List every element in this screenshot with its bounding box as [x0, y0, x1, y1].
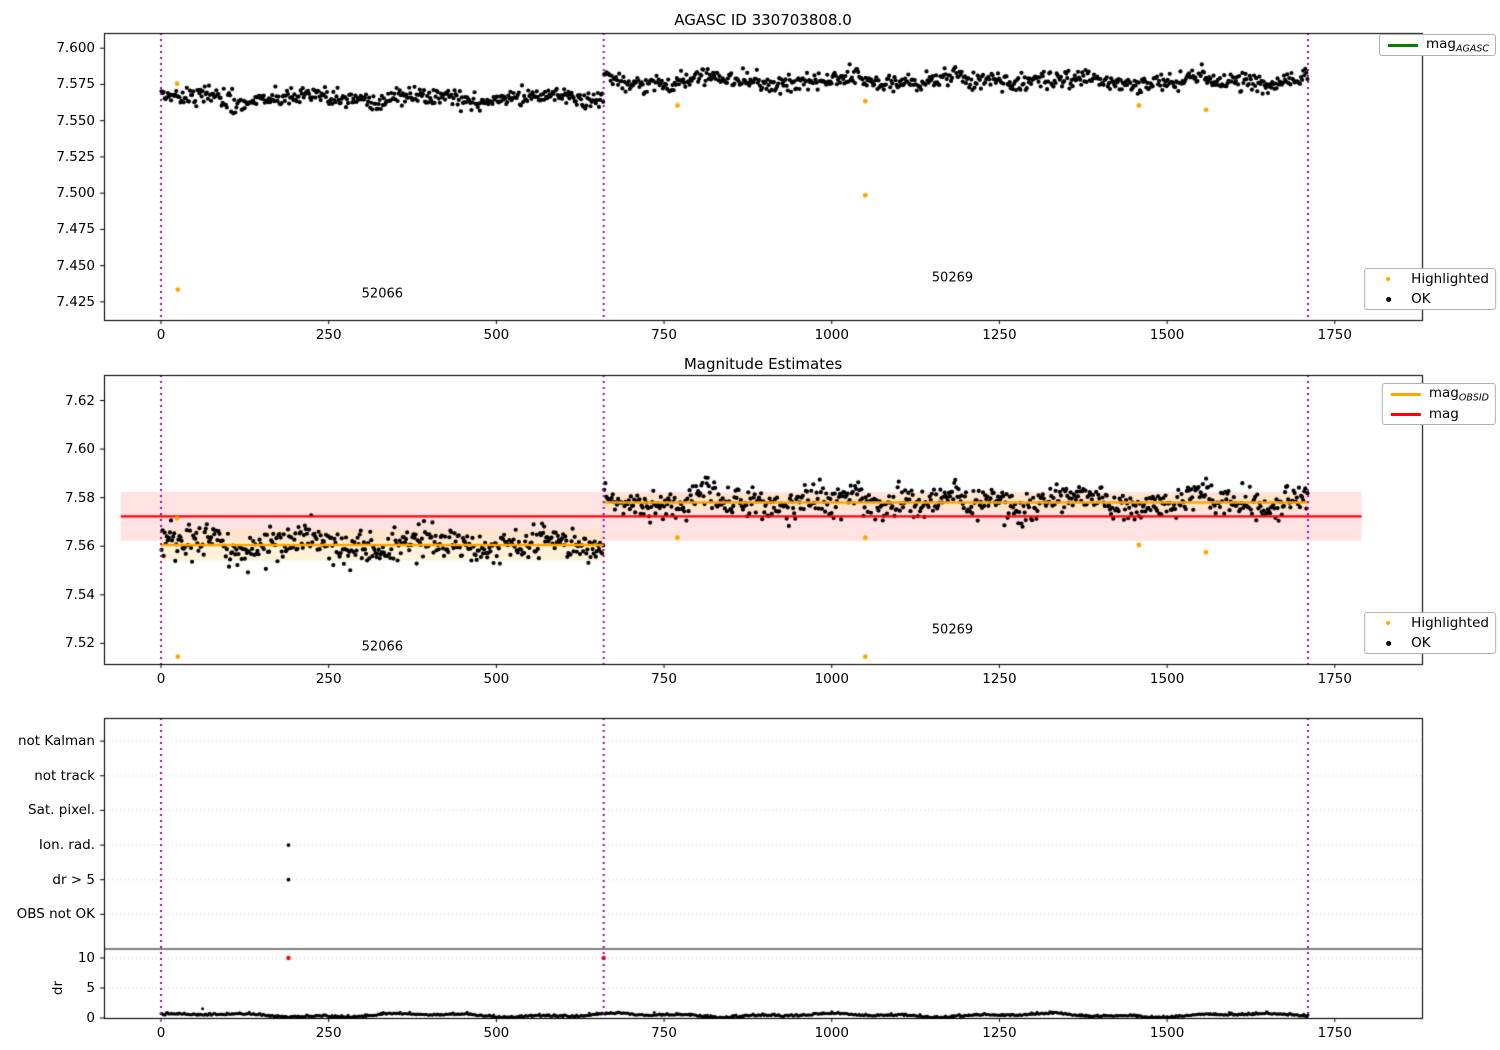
figure-root: 7.600 7.575 7.550 7.525 7.500 7.475 7.450 7.425…	[0, 0, 1500, 1050]
plot-canvas	[0, 0, 1500, 1050]
